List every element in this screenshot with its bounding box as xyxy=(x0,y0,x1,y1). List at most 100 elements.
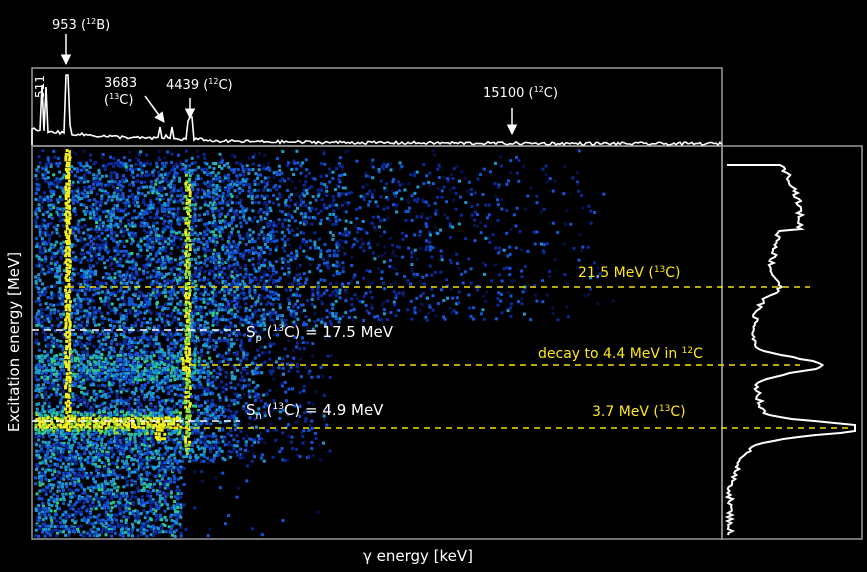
heatmap-cell xyxy=(56,480,60,484)
heatmap-cell xyxy=(160,408,164,412)
heatmap-cell xyxy=(145,534,149,538)
heatmap-cell xyxy=(155,378,159,382)
heatmap-cell xyxy=(107,369,111,373)
heatmap-cell xyxy=(184,173,188,177)
heatmap-cell xyxy=(124,377,128,381)
heatmap-cell xyxy=(113,338,117,342)
heatmap-cell xyxy=(71,468,75,472)
heatmap-cell xyxy=(185,423,189,427)
heatmap-cell xyxy=(182,395,186,399)
heatmap-cell xyxy=(217,449,221,453)
heatmap-cell xyxy=(140,321,144,325)
heatmap-cell xyxy=(193,353,197,357)
heatmap-cell xyxy=(61,218,65,222)
heatmap-cell xyxy=(38,359,42,363)
heatmap-cell xyxy=(34,197,38,201)
heatmap-cell xyxy=(50,366,54,370)
heatmap-cell xyxy=(206,302,210,306)
heatmap-cell xyxy=(44,369,48,373)
heatmap-cell xyxy=(176,510,180,514)
heatmap-cell xyxy=(49,303,53,307)
heatmap-cell xyxy=(185,354,189,358)
heatmap-cell xyxy=(155,177,159,181)
heatmap-cell xyxy=(130,281,134,285)
heatmap-cell xyxy=(154,405,158,409)
heatmap-cell xyxy=(136,398,140,402)
heatmap-cell xyxy=(158,158,162,162)
heatmap-cell xyxy=(167,297,171,301)
heatmap-cell xyxy=(95,287,99,291)
heatmap-cell xyxy=(50,296,54,300)
heatmap-cell xyxy=(140,350,144,354)
heatmap-cell xyxy=(44,530,48,534)
heatmap-cell xyxy=(179,194,183,198)
heatmap-cell xyxy=(202,236,206,240)
heatmap-cell xyxy=(121,162,125,166)
heatmap-cell xyxy=(125,272,129,276)
heatmap-cell xyxy=(97,257,101,261)
heatmap-cell xyxy=(68,380,72,384)
heatmap-cell xyxy=(121,531,125,535)
heatmap-cell xyxy=(109,479,113,483)
heatmap-cell xyxy=(194,296,198,300)
heatmap-cell xyxy=(218,185,222,189)
heatmap-cell xyxy=(179,531,183,535)
heatmap-cell xyxy=(139,363,143,367)
heatmap-cell xyxy=(164,192,168,196)
heatmap-cell xyxy=(115,176,119,180)
heatmap-cell xyxy=(193,198,197,202)
heatmap-cell xyxy=(203,326,207,330)
heatmap-cell xyxy=(179,503,183,507)
heatmap-cell xyxy=(145,429,149,433)
heatmap-cell xyxy=(46,414,50,418)
heatmap-cell xyxy=(194,401,198,405)
heatmap-cell xyxy=(161,522,165,526)
heatmap-cell xyxy=(113,249,117,253)
heatmap-cell xyxy=(211,224,215,228)
heatmap-cell xyxy=(113,410,117,414)
heatmap-cell xyxy=(37,287,41,291)
heatmap-cell xyxy=(133,513,137,517)
heatmap-cell xyxy=(200,404,204,408)
heatmap-cell xyxy=(103,431,107,435)
heatmap-cell xyxy=(194,239,198,243)
heatmap-cell xyxy=(88,338,92,342)
heatmap-cell xyxy=(44,173,48,177)
heatmap-cell xyxy=(202,459,206,463)
heatmap-cell xyxy=(157,149,161,153)
heatmap-cell xyxy=(184,309,188,313)
heatmap-cell xyxy=(68,492,72,496)
heatmap-cell xyxy=(175,528,179,532)
heatmap-cell xyxy=(224,387,228,391)
heatmap-cell xyxy=(56,362,60,366)
heatmap-cell xyxy=(83,189,87,193)
heatmap-cell xyxy=(182,455,186,459)
heatmap-cell xyxy=(200,411,204,415)
heatmap-cell xyxy=(95,356,99,360)
heatmap-cell xyxy=(109,440,113,444)
heatmap-cell xyxy=(169,341,173,345)
heatmap-cell xyxy=(47,237,51,241)
heatmap-cell xyxy=(184,170,188,174)
heatmap-cell xyxy=(142,333,146,337)
heatmap-cell xyxy=(86,251,90,255)
heatmap-cell xyxy=(157,200,161,204)
heatmap-cell xyxy=(128,311,132,315)
heatmap-cell xyxy=(163,402,167,406)
heatmap-cell xyxy=(185,188,189,192)
heatmap-cell xyxy=(197,381,201,385)
heatmap-cell xyxy=(217,353,221,357)
heatmap-cell xyxy=(202,323,206,327)
heatmap-cell xyxy=(104,482,108,486)
heatmap-cell xyxy=(74,500,78,504)
heatmap-cell xyxy=(209,183,213,187)
heatmap-cell xyxy=(62,291,66,295)
heatmap-cell xyxy=(149,411,153,415)
heatmap-cell xyxy=(59,257,63,261)
heatmap-cell xyxy=(197,338,201,342)
heatmap-cell xyxy=(77,467,81,471)
heatmap-cell xyxy=(143,173,147,177)
heatmap-cell xyxy=(104,276,108,280)
heatmap-cell xyxy=(200,188,204,192)
heatmap-cell xyxy=(184,282,188,286)
